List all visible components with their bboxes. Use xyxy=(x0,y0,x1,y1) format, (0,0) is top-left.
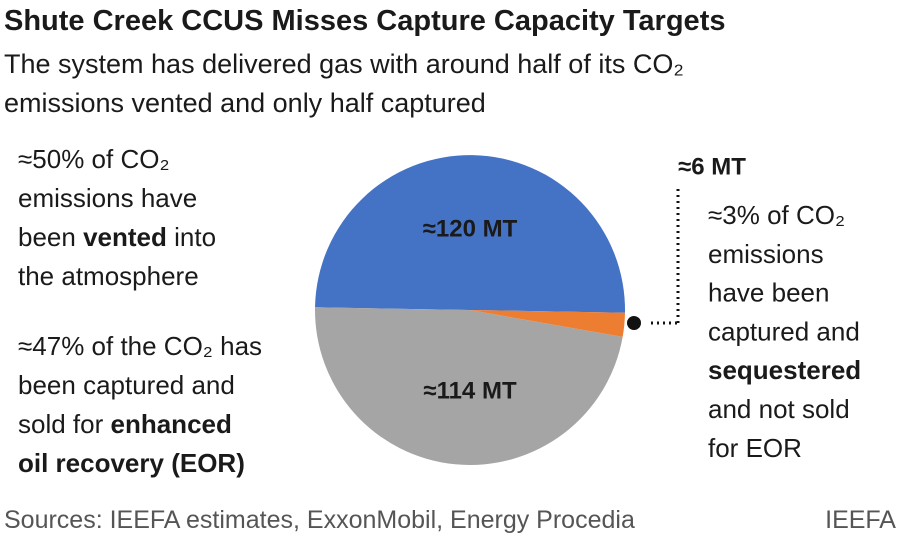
annotation-line: captured and xyxy=(708,316,860,346)
chart-title: Shute Creek CCUS Misses Capture Capacity… xyxy=(4,5,725,37)
annotation-text: emissions xyxy=(708,239,824,269)
annotation-text: sequestered xyxy=(708,355,861,385)
annotation-line: have been xyxy=(708,278,829,308)
leader-dot xyxy=(627,316,641,330)
annotation-text: ≈50% of CO₂ xyxy=(18,144,170,174)
annotation-text: been captured and xyxy=(18,370,235,400)
annotation-line: emissions xyxy=(708,239,824,269)
annotation-line: and not sold xyxy=(708,394,850,424)
annotation-line: emissions have xyxy=(18,183,197,213)
annotation-text: emissions have xyxy=(18,183,197,213)
pie-slice xyxy=(315,307,623,465)
credit: IEEFA xyxy=(825,506,896,534)
annotation-line: sold for enhanced xyxy=(18,409,232,439)
pie-slice xyxy=(315,155,625,313)
source: Sources: IEEFA estimates, ExxonMobil, En… xyxy=(4,506,635,534)
annotation-line: sequestered xyxy=(708,355,861,385)
annotation-text: have been xyxy=(708,278,829,308)
annotation-text: oil recovery (EOR) xyxy=(18,448,245,478)
annotation-text: been xyxy=(18,222,83,252)
annotation-text: enhanced xyxy=(111,409,232,439)
value-label: ≈114 MT xyxy=(423,377,517,404)
annotation-line: for EOR xyxy=(708,433,802,463)
annotation-text: the atmosphere xyxy=(18,261,199,291)
annotation-line: the atmosphere xyxy=(18,261,199,291)
annotation-text: vented xyxy=(83,222,167,252)
annotation-text: ≈47% of the CO₂ has xyxy=(18,331,262,361)
annotation-line: oil recovery (EOR) xyxy=(18,448,245,478)
pie-slice xyxy=(470,310,625,337)
value-label: ≈120 MT xyxy=(423,215,518,242)
annotation-text: and not sold xyxy=(708,394,850,424)
annotation-line: ≈3% of CO₂ xyxy=(708,200,845,230)
value-label: ≈6 MT xyxy=(678,153,746,180)
annotation-line: been captured and xyxy=(18,370,235,400)
annotation-text: captured and xyxy=(708,316,860,346)
annotation-text: ≈3% of CO₂ xyxy=(708,200,845,230)
annotation-text: for EOR xyxy=(708,433,802,463)
annotation-line: ≈50% of CO₂ xyxy=(18,144,170,174)
subtitle: emissions vented and only half captured xyxy=(4,88,486,118)
annotation-text: sold for xyxy=(18,409,111,439)
annotation-line: ≈47% of the CO₂ has xyxy=(18,331,262,361)
annotation-line: been vented into xyxy=(18,222,216,252)
subtitle: The system has delivered gas with around… xyxy=(4,49,684,79)
annotation-text: into xyxy=(167,222,216,252)
